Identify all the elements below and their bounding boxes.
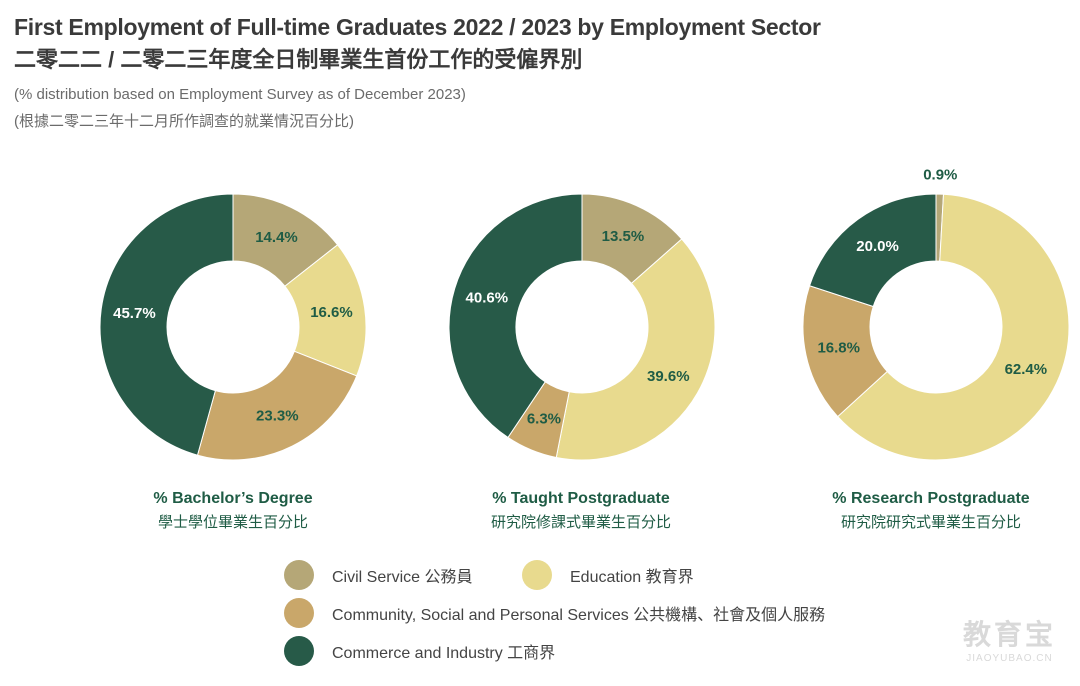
donut-slice-community-social-and-personal-services: [196, 350, 358, 461]
data-label-commerce-and-industry: 45.7%: [113, 305, 156, 322]
caption-research-en: % Research Postgraduate: [832, 490, 1030, 507]
legend-swatch-education: [522, 560, 552, 590]
legend-item-commerce: Commerce and Industry 工商界: [284, 636, 555, 666]
data-label-education: 62.4%: [1005, 361, 1048, 378]
caption-bachelor: % Bachelor’s Degree 學士學位畢業生百分比: [83, 490, 383, 532]
caption-bachelor-en: % Bachelor’s Degree: [153, 490, 313, 507]
data-label-civil-service: 14.4%: [255, 229, 298, 246]
donut-slice-commerce-and-industry: [99, 193, 234, 456]
legend-swatch-commerce: [284, 636, 314, 666]
legend-item-civil-service: Civil Service 公務員: [284, 560, 472, 590]
legend-label-civil-service: Civil Service 公務員: [332, 569, 473, 586]
legend-label-commerce: Commerce and Industry 工商界: [332, 645, 556, 662]
watermark-text: 教育宝: [962, 619, 1056, 650]
watermark-logo: 教育宝 JIAOYUBAO.CN: [963, 613, 1056, 664]
data-label-community-social-and-personal-services: 23.3%: [256, 408, 299, 425]
legend-item-education: Education 教育界: [522, 560, 694, 590]
data-label-education: 39.6%: [647, 368, 690, 385]
legend-swatch-community: [284, 598, 314, 628]
data-label-commerce-and-industry: 20.0%: [856, 238, 899, 255]
caption-bachelor-zh: 學士學位畢業生百分比: [157, 514, 308, 531]
data-label-civil-service: 13.5%: [602, 228, 645, 245]
caption-taught-zh: 研究院修課式畢業生百分比: [490, 514, 671, 531]
donut-slice-commerce-and-industry: [448, 193, 583, 439]
donut-bachelor: 14.4% 16.6% 23.3% 45.7%: [99, 193, 367, 461]
caption-research: % Research Postgraduate 研究院研究式畢業生百分比: [781, 490, 1080, 532]
data-label-commerce-and-industry: 40.6%: [466, 290, 509, 307]
donut-taught-postgraduate: 13.5% 39.6% 6.3% 40.6%: [448, 193, 716, 461]
donut-research-postgraduate: 0.9% 62.4% 16.8% 20.0%: [802, 167, 1070, 461]
caption-research-zh: 研究院研究式畢業生百分比: [840, 514, 1021, 531]
legend-label-community: Community, Social and Personal Services …: [332, 607, 826, 624]
donut-slice-education: [555, 238, 716, 461]
caption-taught: % Taught Postgraduate 研究院修課式畢業生百分比: [431, 490, 731, 532]
legend-item-community: Community, Social and Personal Services …: [284, 598, 825, 628]
data-label-community-social-and-personal-services: 6.3%: [527, 410, 561, 427]
chart-subtitle-en: (% distribution based on Employment Surv…: [14, 86, 466, 103]
data-label-education: 16.6%: [310, 304, 353, 321]
legend-label-education: Education 教育界: [570, 569, 694, 586]
chart-title-zh: 二零二二 / 二零二三年度全日制畢業生首份工作的受僱界別: [14, 47, 583, 72]
data-label-community-social-and-personal-services: 16.8%: [817, 339, 860, 356]
data-label-civil-service: 0.9%: [923, 167, 957, 184]
caption-taught-en: % Taught Postgraduate: [492, 490, 670, 507]
donut-slice-commerce-and-industry: [808, 193, 937, 308]
chart-title-en: First Employment of Full-time Graduates …: [14, 14, 821, 40]
donut-slice-education: [836, 193, 1070, 461]
watermark-url: JIAOYUBAO.CN: [966, 653, 1053, 664]
legend-swatch-civil-service: [284, 560, 314, 590]
chart-subtitle-zh: (根據二零二三年十二月所作調查的就業情況百分比): [14, 113, 354, 130]
